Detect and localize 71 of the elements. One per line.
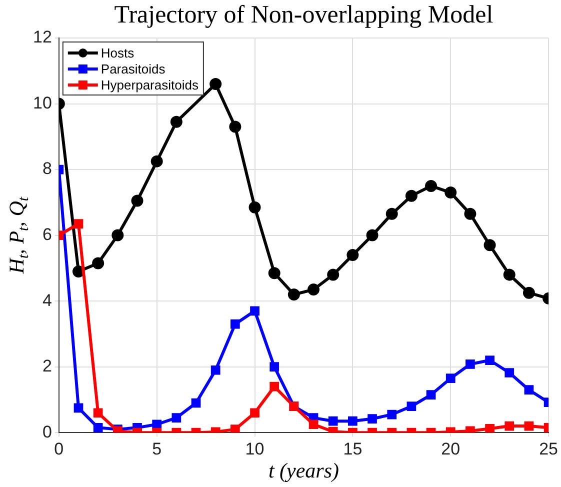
point <box>308 420 318 430</box>
point <box>268 267 280 280</box>
point <box>152 420 162 430</box>
point <box>425 180 438 192</box>
point <box>348 416 358 426</box>
point <box>328 416 338 426</box>
point <box>327 268 340 281</box>
point <box>524 421 534 431</box>
point <box>386 208 398 220</box>
x-tick-label: 0 <box>54 439 64 458</box>
point <box>92 257 104 270</box>
legend-label: Hyperparasitoids <box>100 78 199 93</box>
point <box>503 268 516 281</box>
y-tick-label: 12 <box>32 28 52 47</box>
x-tick-label: 5 <box>152 439 162 458</box>
point <box>405 190 418 202</box>
point <box>387 410 397 420</box>
point <box>170 116 182 128</box>
point <box>74 403 84 413</box>
point <box>248 201 261 214</box>
point <box>74 219 84 228</box>
x-axis-title: t (years) <box>268 458 340 483</box>
x-tick-label: 25 <box>539 439 558 458</box>
point <box>270 382 280 392</box>
point <box>504 368 514 378</box>
point <box>366 229 378 242</box>
point <box>93 408 103 418</box>
point <box>230 319 240 329</box>
point <box>426 390 436 400</box>
point <box>524 385 534 395</box>
point <box>210 78 222 90</box>
point <box>485 356 494 365</box>
point <box>464 208 476 220</box>
point <box>229 120 242 133</box>
point <box>250 306 260 316</box>
y-tick-label: 0 <box>42 422 52 442</box>
point <box>504 421 514 431</box>
y-tick-label: 6 <box>42 224 52 244</box>
x-tick-label: 15 <box>343 439 362 458</box>
point <box>112 229 124 242</box>
point <box>346 249 359 262</box>
x-tick-label: 20 <box>441 439 460 458</box>
point <box>406 402 416 411</box>
legend-label: Hosts <box>100 46 135 61</box>
point <box>131 194 144 207</box>
y-tick-label: 4 <box>42 290 52 310</box>
point <box>522 286 535 299</box>
point <box>446 374 456 384</box>
point <box>484 239 496 252</box>
point <box>466 426 475 433</box>
point <box>230 424 240 433</box>
point <box>288 288 300 300</box>
y-tick-label: 8 <box>42 159 52 178</box>
point <box>191 398 201 408</box>
point <box>444 186 457 199</box>
point <box>210 365 220 375</box>
point <box>250 408 260 418</box>
point <box>172 413 182 422</box>
x-tick-label: 10 <box>245 439 264 458</box>
chart-title: Trajectory of Non-overlapping Model <box>114 2 494 29</box>
point <box>150 155 163 168</box>
point <box>308 284 320 296</box>
y-axis-title: Ht, Pt, Qt <box>4 196 32 275</box>
point <box>485 424 494 433</box>
point <box>368 414 377 424</box>
y-tick-label: 2 <box>42 356 52 376</box>
point <box>466 360 475 369</box>
y-tick-label: 10 <box>32 93 52 112</box>
point <box>93 422 103 432</box>
point <box>270 362 280 372</box>
legend-label: Parasitoids <box>100 62 166 77</box>
